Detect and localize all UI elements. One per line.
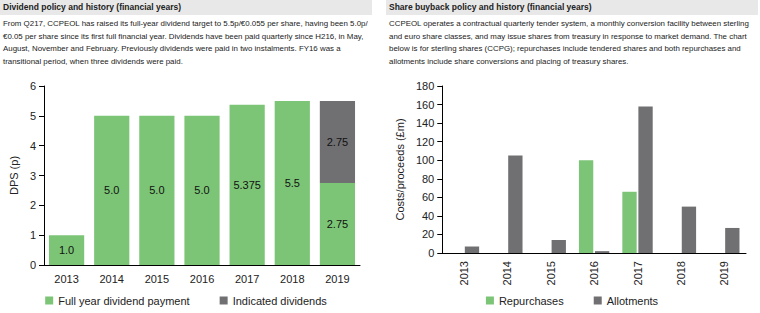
svg-text:5: 5 <box>30 110 36 122</box>
svg-text:80: 80 <box>422 173 434 185</box>
svg-text:2015: 2015 <box>145 273 169 285</box>
svg-text:Full year dividend payment: Full year dividend payment <box>58 295 189 307</box>
svg-text:1.0: 1.0 <box>59 244 74 256</box>
svg-text:2.75: 2.75 <box>327 136 348 148</box>
svg-text:180: 180 <box>416 80 434 92</box>
svg-text:3: 3 <box>30 170 36 182</box>
svg-text:2019: 2019 <box>325 273 349 285</box>
html-text:From Q217, CCPEOL has raised i: From Q217, CCPEOL has raised its full-ye… <box>3 19 368 66</box>
svg-text:2018: 2018 <box>280 273 304 285</box>
svg-text:2017: 2017 <box>235 273 259 285</box>
svg-text:Indicated dividends: Indicated dividends <box>233 295 328 307</box>
svg-text:1: 1 <box>30 229 36 241</box>
svg-text:DPS (p): DPS (p) <box>8 156 20 195</box>
svg-text:2016: 2016 <box>588 261 600 285</box>
svg-text:2016: 2016 <box>190 273 214 285</box>
svg-text:0: 0 <box>30 259 36 271</box>
svg-text:2017: 2017 <box>632 261 644 285</box>
svg-text:Repurchases: Repurchases <box>499 295 564 307</box>
html-text:Dividend policy and history (f: Dividend policy and history (financial y… <box>3 2 182 12</box>
svg-text:5.0: 5.0 <box>194 184 209 196</box>
svg-text:Allotments: Allotments <box>607 295 659 307</box>
svg-text:5.5: 5.5 <box>285 177 300 189</box>
svg-text:140: 140 <box>416 117 434 129</box>
svg-text:2014: 2014 <box>99 273 123 285</box>
html-text:Share buyback policy and histo: Share buyback policy and history (financ… <box>389 2 592 12</box>
svg-text:100: 100 <box>416 154 434 166</box>
svg-text:2013: 2013 <box>458 261 470 285</box>
svg-text:6: 6 <box>30 80 36 92</box>
svg-text:Costs/proceeds (£m): Costs/proceeds (£m) <box>394 118 406 220</box>
svg-text:2015: 2015 <box>545 261 557 285</box>
html-text:CCPEOL operates a contractual: CCPEOL operates a contractual quarterly … <box>389 19 749 66</box>
svg-text:60: 60 <box>422 191 434 203</box>
svg-text:20: 20 <box>422 228 434 240</box>
svg-text:2013: 2013 <box>54 273 78 285</box>
svg-text:2014: 2014 <box>501 261 513 285</box>
svg-text:5.0: 5.0 <box>149 184 164 196</box>
svg-text:2018: 2018 <box>675 261 687 285</box>
svg-text:2019: 2019 <box>718 261 730 285</box>
svg-text:5.0: 5.0 <box>104 184 119 196</box>
svg-text:0: 0 <box>428 247 434 259</box>
svg-text:160: 160 <box>416 99 434 111</box>
svg-text:40: 40 <box>422 210 434 222</box>
svg-text:5.375: 5.375 <box>233 179 261 191</box>
svg-text:2.75: 2.75 <box>327 218 348 230</box>
svg-text:120: 120 <box>416 136 434 148</box>
svg-text:2: 2 <box>30 199 36 211</box>
svg-text:4: 4 <box>30 140 36 152</box>
